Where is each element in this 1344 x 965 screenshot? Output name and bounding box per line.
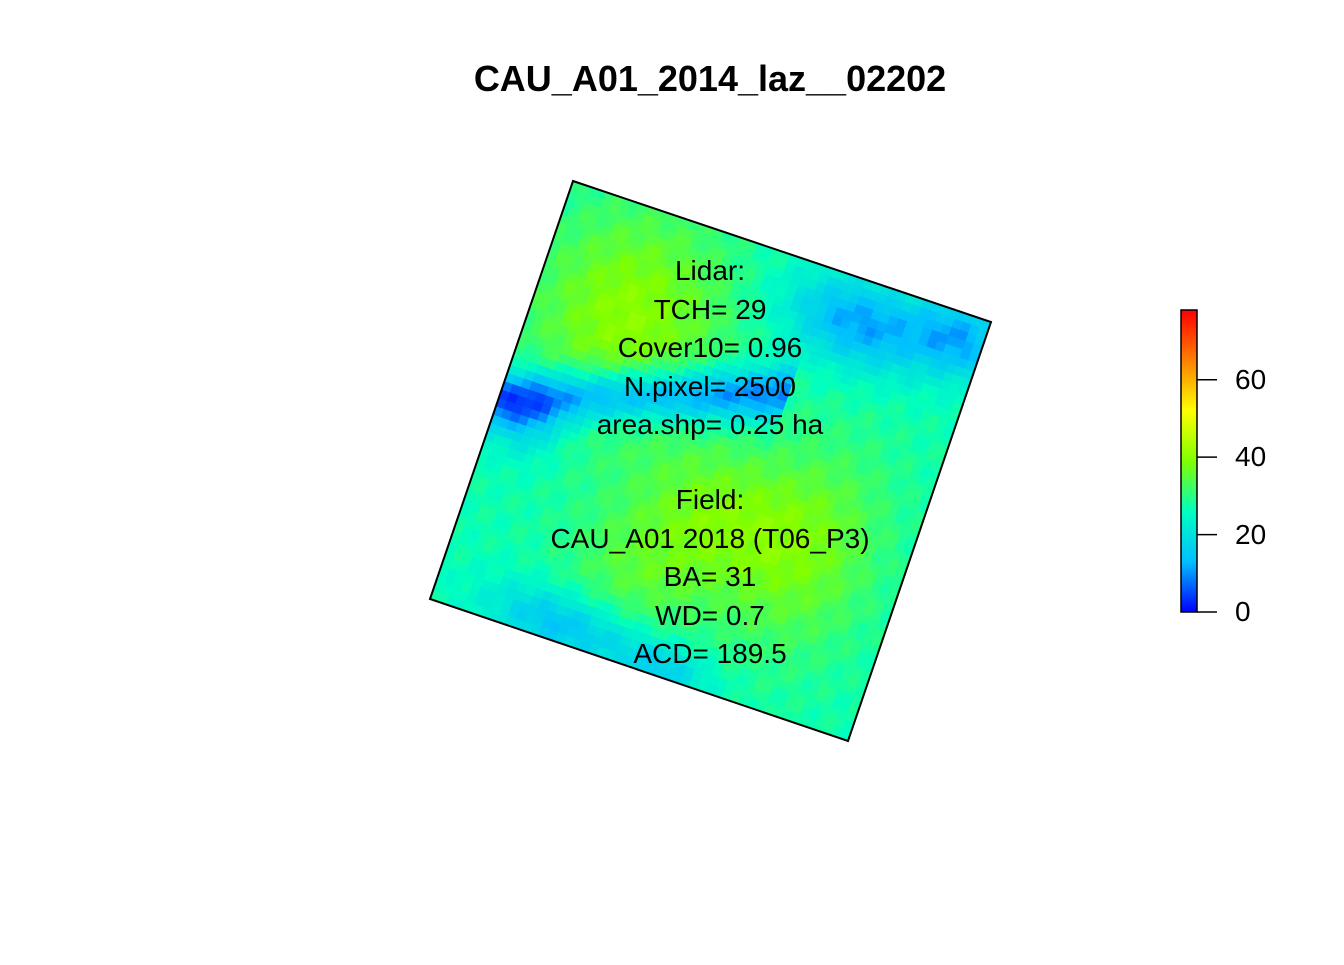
field-acd: ACD= 189.5: [633, 638, 787, 669]
colorbar-tick-label: 60: [1235, 363, 1267, 395]
field-ba: BA= 31: [663, 561, 757, 592]
lidar-heading: Lidar:: [674, 255, 746, 286]
colorbar-tick-label: 0: [1235, 596, 1251, 627]
field-heading: Field:: [675, 484, 745, 515]
colorbar-tick-label: 40: [1235, 441, 1267, 473]
lidar-tch: TCH= 29: [653, 293, 767, 325]
raster-cells: [429, 180, 992, 741]
field-plot-id: CAU_A01 2018 (T06_P3): [550, 522, 870, 554]
lidar-npixel: N.pixel= 2500: [623, 370, 796, 402]
colorbar-ticks: 0 20 40 60: [1180, 300, 1320, 630]
lidar-area: area.shp= 0.25 ha: [596, 409, 824, 440]
field-wd: WD= 0.7: [655, 599, 765, 631]
colorbar-tick-label: 20: [1235, 518, 1267, 550]
field-annotation: Field: CAU_A01 2018 (T06_P3) BA= 31 WD= …: [520, 481, 900, 674]
chart-title: CAU_A01_2014_laz__02202: [473, 58, 947, 99]
lidar-cover10: Cover10= 0.96: [617, 332, 803, 363]
lidar-annotation: Lidar: TCH= 29 Cover10= 0.96 N.pixel= 25…: [520, 252, 900, 445]
